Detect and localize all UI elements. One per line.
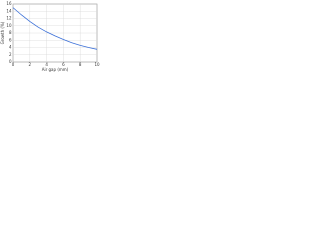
y-tick-label: 10 — [6, 23, 12, 28]
x-axis-label: Air gap (mm) — [42, 67, 69, 72]
y-tick-label: 14 — [6, 8, 12, 13]
y-tick-label: 0 — [9, 59, 12, 64]
y-tick-label: 6 — [9, 37, 12, 42]
x-tick-label: 2 — [29, 62, 32, 67]
y-tick-label: 4 — [9, 45, 12, 50]
y-tick-label: 16 — [6, 1, 12, 6]
x-tick-label: 6 — [62, 62, 65, 67]
x-tick-label: 8 — [79, 62, 82, 67]
x-tick-label: 10 — [94, 62, 100, 67]
y-axis-label: Growth (%) — [0, 21, 5, 44]
x-tick-label: 4 — [45, 62, 48, 67]
data-line — [12, 7, 98, 50]
page: {"chart_data": {"type": "line", "x_label… — [0, 0, 100, 74]
x-tick-label: 0 — [12, 62, 15, 67]
y-tick-label: 12 — [6, 16, 12, 21]
y-tick-label: 8 — [9, 30, 12, 35]
y-tick-label: 2 — [9, 52, 12, 57]
